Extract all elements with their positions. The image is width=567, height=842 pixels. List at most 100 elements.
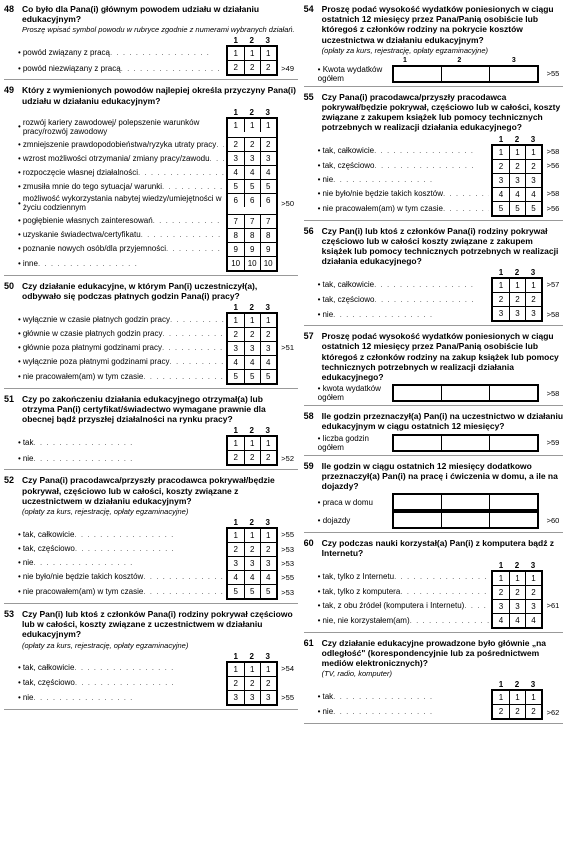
grid-cell: 4 xyxy=(228,356,244,369)
grid-cell: 4 xyxy=(260,166,276,179)
answer-grid: 444 xyxy=(226,570,278,584)
grid-cell: 3 xyxy=(525,600,541,613)
grid-cell: 1 xyxy=(228,119,244,132)
answer-row: nie, nie korzystałem(am) . . . . . . . .… xyxy=(318,613,563,629)
input-box[interactable] xyxy=(392,511,539,529)
right-column: 54Proszę podać wysokość wydatków poniesi… xyxy=(304,4,563,726)
answer-grid: 222 xyxy=(226,327,278,341)
grid-cell: 1 xyxy=(244,119,260,132)
grid-cell: 2 xyxy=(493,293,509,306)
grid-cell: 1 xyxy=(509,146,525,159)
question-number: 58 xyxy=(304,411,318,421)
answer-row: możliwość wykorzystania nabytej wiedzy/u… xyxy=(18,193,298,213)
skip-indicator: >53 xyxy=(278,542,298,556)
answer-row: wzrost możliwości otrzymania/ zmiany pra… xyxy=(18,151,298,165)
answer-grid: 333 xyxy=(226,151,278,165)
grid-cell: 3 xyxy=(493,307,509,320)
grid-cell: 2 xyxy=(260,677,276,690)
answer-label: zmusiła mnie do tego sytuacja/ warunki .… xyxy=(18,179,226,193)
grid-cell: 2 xyxy=(260,543,276,556)
input-row: • dojazdy>60 xyxy=(318,511,563,529)
answer-grid: 333 xyxy=(491,599,543,613)
input-box[interactable] xyxy=(392,493,539,511)
question-number: 53 xyxy=(4,609,18,619)
answer-row: nie . . . . . . . . . . . . . . . .222>6… xyxy=(318,704,563,720)
grid-cell: 6 xyxy=(228,194,244,207)
answer-row: powód związany z pracą . . . . . . . . .… xyxy=(18,45,298,60)
grid-cell: 3 xyxy=(244,152,260,165)
grid-cell: 3 xyxy=(260,152,276,165)
question-number: 49 xyxy=(4,85,18,95)
grid-cell: 3 xyxy=(228,691,244,704)
answer-row: tak, tylko z Internetu . . . . . . . . .… xyxy=(318,570,563,585)
answer-label: tak . . . . . . . . . . . . . . . . xyxy=(318,689,491,704)
grid-cell: 2 xyxy=(493,705,509,718)
skip-indicator: >61 xyxy=(543,599,563,613)
grid-cell: 2 xyxy=(509,293,525,306)
skip-indicator: >60 xyxy=(543,516,563,525)
question-note: Proszę wpisać symbol powodu w rubryce zg… xyxy=(22,25,298,34)
answer-row: tak, całkowicie . . . . . . . . . . . . … xyxy=(318,144,563,159)
grid-cell: 1 xyxy=(244,47,260,60)
answer-grid: 111 xyxy=(491,570,543,585)
answer-row: zmusiła mnie do tego sytuacja/ warunki .… xyxy=(18,179,298,193)
grid-cell: 5 xyxy=(260,180,276,193)
grid-cell: 2 xyxy=(260,451,276,464)
grid-cell: 1 xyxy=(244,314,260,327)
grid-cell: 1 xyxy=(260,314,276,327)
grid-cell: 2 xyxy=(244,138,260,151)
input-box[interactable] xyxy=(392,434,539,452)
grid-cell: 1 xyxy=(228,663,244,676)
skip-indicator: >51 xyxy=(278,341,298,355)
grid-cell: 1 xyxy=(244,529,260,542)
question-text: Proszę podać wysokość wydatków poniesion… xyxy=(322,331,563,382)
question-number: 56 xyxy=(304,226,318,236)
answer-label: tak, częściowo . . . . . . . . . . . . .… xyxy=(18,542,226,556)
answer-label: tak, całkowicie . . . . . . . . . . . . … xyxy=(18,527,226,542)
skip-indicator: >62 xyxy=(543,704,563,720)
grid-cell: 1 xyxy=(260,47,276,60)
grid-cell: 1 xyxy=(260,529,276,542)
question-text: Czy działanie edukacyjne prowadzone było… xyxy=(322,638,563,679)
answer-label: nie . . . . . . . . . . . . . . . . xyxy=(318,173,491,187)
grid-cell: 9 xyxy=(228,243,244,256)
grid-cell: 4 xyxy=(493,188,509,201)
answer-label: wzrost możliwości otrzymania/ zmiany pra… xyxy=(18,151,226,165)
column-header: 123 xyxy=(18,108,298,117)
answer-row: nie . . . . . . . . . . . . . . . .222>5… xyxy=(18,450,298,466)
skip-indicator: >58 xyxy=(543,144,563,159)
question-number: 59 xyxy=(304,461,318,471)
skip-indicator xyxy=(278,151,298,165)
grid-cell: 5 xyxy=(525,202,541,215)
grid-cell: 1 xyxy=(525,279,541,292)
answer-grid: 111 xyxy=(226,661,278,676)
answer-grid: 444 xyxy=(226,165,278,179)
answer-label: nie, nie korzystałem(am) . . . . . . . .… xyxy=(318,613,491,629)
grid-cell: 2 xyxy=(509,705,525,718)
answer-grid: 333 xyxy=(226,690,278,706)
question-48: 48Co było dla Pana(i) głównym powodem ud… xyxy=(4,4,298,80)
input-box[interactable] xyxy=(392,384,539,402)
answer-grid: 999 xyxy=(226,242,278,256)
answer-label: nie . . . . . . . . . . . . . . . . xyxy=(18,450,226,466)
grid-cell: 7 xyxy=(260,215,276,228)
skip-indicator xyxy=(278,117,298,137)
question-number: 48 xyxy=(4,4,18,14)
skip-indicator xyxy=(278,165,298,179)
grid-cell: 8 xyxy=(244,229,260,242)
answer-grid: 333 xyxy=(491,306,543,322)
grid-cell: 1 xyxy=(509,691,525,704)
skip-indicator: >49 xyxy=(278,60,298,76)
left-column: 48Co było dla Pana(i) głównym powodem ud… xyxy=(4,4,298,726)
input-box[interactable] xyxy=(392,65,539,83)
grid-cell: 2 xyxy=(493,586,509,599)
answer-label: uzyskanie świadectwa/certyfikatu . . . .… xyxy=(18,228,226,242)
grid-cell: 4 xyxy=(244,166,260,179)
grid-cell: 4 xyxy=(509,188,525,201)
column-header: 123 xyxy=(18,652,298,661)
grid-cell: 4 xyxy=(509,614,525,627)
column-header: 123 xyxy=(318,561,563,570)
grid-cell: 7 xyxy=(228,215,244,228)
skip-indicator: >55 xyxy=(278,527,298,542)
skip-indicator xyxy=(543,173,563,187)
